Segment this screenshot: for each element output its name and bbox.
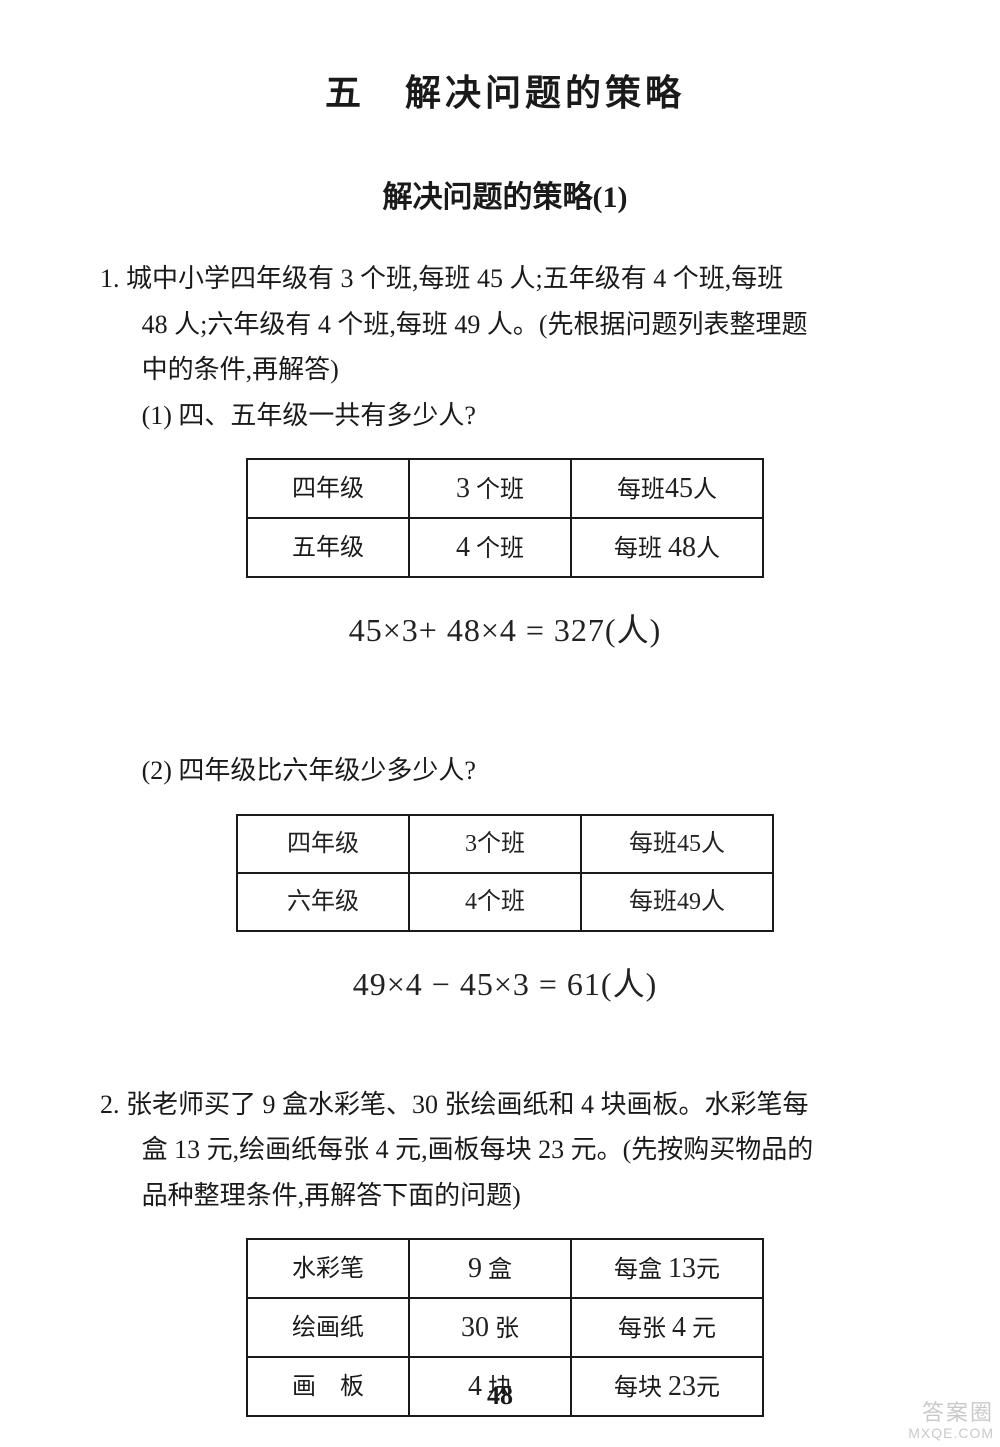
cell-classcount: 3 个班: [409, 459, 571, 518]
problem-1-text-line1: 1. 城中小学四年级有 3 个班,每班 45 人;五年级有 4 个班,每班: [100, 256, 910, 302]
problem-2-text-line3: 品种整理条件,再解答下面的问题): [100, 1173, 910, 1219]
cell-qty: 30 张: [409, 1298, 571, 1357]
watermark-line1: 答案圈: [908, 1401, 994, 1425]
cell-suffix: 人: [693, 477, 717, 503]
cell-item: 水彩笔: [247, 1239, 409, 1298]
cell-perclass: 每班 48人: [571, 518, 763, 577]
cell-classcount: 4个班: [409, 873, 581, 931]
cell-perclass: 每班49人: [581, 873, 773, 931]
cell-price: 每盒 13元: [571, 1239, 763, 1298]
cell-prefix: 每班: [614, 536, 668, 562]
cell-grade: 四年级: [237, 815, 409, 873]
cell-prefix: 每班: [617, 477, 665, 503]
cell-grade: 四年级: [247, 459, 409, 518]
hand-value: 9: [468, 1253, 482, 1284]
problem-1-q1-table: 四年级 3 个班 每班45人 五年级 4 个班 每班 48人: [246, 458, 764, 578]
page-number: 48: [0, 1381, 1000, 1411]
hand-value: 4: [456, 532, 470, 563]
table-row: 水彩笔 9 盒 每盒 13元: [247, 1239, 763, 1298]
cell-grade: 六年级: [237, 873, 409, 931]
cell-suffix: 盒: [482, 1257, 512, 1283]
table-row: 四年级 3 个班 每班45人: [247, 459, 763, 518]
cell-prefix: 每张: [618, 1316, 672, 1342]
cell-suffix: 元: [686, 1316, 716, 1342]
cell-perclass: 每班45人: [571, 459, 763, 518]
hand-value: 3: [456, 473, 470, 504]
problem-1-q2-table: 四年级 3个班 每班45人 六年级 4个班 每班49人: [236, 814, 774, 932]
hand-value: 30: [461, 1312, 489, 1343]
cell-item: 绘画纸: [247, 1298, 409, 1357]
cell-prefix: 每盒: [614, 1257, 668, 1283]
cell-classcount: 4 个班: [409, 518, 571, 577]
table-row: 五年级 4 个班 每班 48人: [247, 518, 763, 577]
page: 五 解决问题的策略 解决问题的策略(1) 1. 城中小学四年级有 3 个班,每班…: [0, 0, 1000, 1447]
hand-value: 45: [665, 473, 693, 504]
cell-suffix: 个班: [470, 477, 524, 503]
hand-value: 4: [672, 1312, 686, 1343]
problem-2: 2. 张老师买了 9 盒水彩笔、30 张绘画纸和 4 块画板。水彩笔每 盒 13…: [100, 1082, 910, 1418]
cell-perclass: 每班45人: [581, 815, 773, 873]
cell-suffix: 人: [696, 536, 720, 562]
hand-value: 48: [668, 532, 696, 563]
hand-value: 13: [668, 1253, 696, 1284]
watermark-line2: MXQE.COM: [908, 1426, 994, 1441]
section-title: 解决问题的策略(1): [100, 172, 910, 216]
cell-suffix: 张: [489, 1316, 519, 1342]
problem-1-q1-work: 45×3+ 48×4 = 327(人): [100, 602, 910, 658]
problem-1-q2-table-wrap: 四年级 3个班 每班45人 六年级 4个班 每班49人: [100, 794, 910, 932]
table-row: 绘画纸 30 张 每张 4 元: [247, 1298, 763, 1357]
watermark: 答案圈 MXQE.COM: [908, 1401, 994, 1441]
table-row: 六年级 4个班 每班49人: [237, 873, 773, 931]
cell-suffix: 个班: [470, 536, 524, 562]
cell-suffix: 元: [696, 1257, 720, 1283]
cell-price: 每张 4 元: [571, 1298, 763, 1357]
problem-2-text-line2: 盒 13 元,绘画纸每张 4 元,画板每块 23 元。(先按购买物品的: [100, 1127, 910, 1173]
cell-qty: 9 盒: [409, 1239, 571, 1298]
cell-classcount: 3个班: [409, 815, 581, 873]
problem-1-text-line3: 中的条件,再解答): [100, 347, 910, 393]
problem-1-text-line2: 48 人;六年级有 4 个班,每班 49 人。(先根据问题列表整理题: [100, 302, 910, 348]
table-row: 四年级 3个班 每班45人: [237, 815, 773, 873]
problem-1-q1-label: (1) 四、五年级一共有多少人?: [100, 393, 910, 439]
problem-2-text-line1: 2. 张老师买了 9 盒水彩笔、30 张绘画纸和 4 块画板。水彩笔每: [100, 1082, 910, 1128]
problem-1-q2-work: 49×4 − 45×3 = 61(人): [100, 956, 910, 1012]
cell-grade: 五年级: [247, 518, 409, 577]
problem-1-q2-label: (2) 四年级比六年级少多少人?: [100, 748, 910, 794]
chapter-title: 五 解决问题的策略: [100, 64, 910, 116]
problem-1: 1. 城中小学四年级有 3 个班,每班 45 人;五年级有 4 个班,每班 48…: [100, 256, 910, 1012]
problem-1-q1-table-wrap: 四年级 3 个班 每班45人 五年级 4 个班 每班 48人: [100, 438, 910, 578]
